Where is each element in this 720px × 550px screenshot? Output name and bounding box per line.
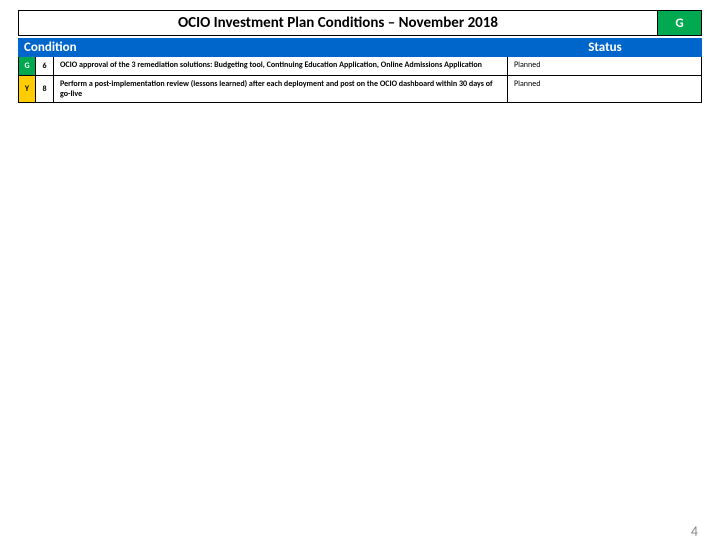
table-row: Y8Perform a post-implementation review (… [18,76,702,103]
condition-description: OCIO approval of the 3 remediation solut… [54,57,508,75]
page-number: 4 [691,523,698,540]
title-bar: OCIO Investment Plan Conditions – Novemb… [18,10,702,36]
condition-status: Planned [508,57,702,75]
condition-description: Perform a post-implementation review (le… [54,76,508,102]
header-status: Status [508,38,702,57]
table-row: G6OCIO approval of the 3 remediation sol… [18,57,702,76]
condition-number: 6 [36,57,54,75]
condition-number: 8 [36,76,54,102]
rag-badge: Y [18,76,36,102]
table-body: G6OCIO approval of the 3 remediation sol… [0,57,720,103]
condition-status: Planned [508,76,702,102]
page-title: OCIO Investment Plan Conditions – Novemb… [19,11,657,35]
overall-status-badge: G [657,11,701,35]
header-condition: Condition [18,38,508,57]
table-header: Condition Status [18,38,702,57]
rag-badge: G [18,57,36,75]
